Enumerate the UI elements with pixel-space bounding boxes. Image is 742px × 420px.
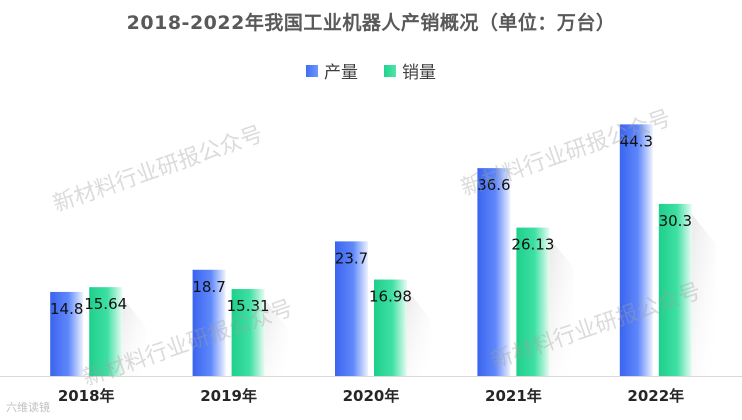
- legend-label-production: 产量: [324, 63, 358, 83]
- bar-shadow: [691, 213, 716, 376]
- bar-production[interactable]: [619, 124, 653, 376]
- footer-logo: 六维读镜: [6, 401, 50, 414]
- data-label: 36.6: [477, 176, 510, 194]
- x-tick-label: 2018年: [58, 387, 115, 405]
- legend-swatch-sales: [384, 64, 396, 77]
- data-label: 14.8: [50, 300, 83, 318]
- bar-production[interactable]: [50, 291, 84, 376]
- data-label: 26.13: [511, 236, 554, 254]
- bar-shadow: [264, 299, 289, 376]
- legend-label-sales: 销量: [402, 63, 436, 83]
- data-label: 18.7: [192, 278, 225, 296]
- x-tick-label: 2021年: [485, 387, 542, 405]
- bar-shadow: [549, 237, 574, 376]
- x-tick-label: 2022年: [627, 387, 684, 405]
- bar-production[interactable]: [192, 269, 226, 376]
- data-label: 16.98: [369, 288, 412, 306]
- bars: [50, 124, 692, 376]
- data-labels: 14.8 15.64 18.715.31 23.7 16.98 36.6 26.13 44.3…: [50, 132, 692, 318]
- x-tick-label: 2020年: [343, 387, 400, 405]
- data-label: 44.3: [620, 132, 653, 150]
- legend-item-production[interactable]: 产量: [306, 58, 358, 83]
- bar-sales[interactable]: [89, 287, 123, 376]
- legend-swatch-production: [306, 64, 318, 77]
- chart-title: 2018-2022年我国工业机器人产销概况（单位：万台）: [126, 12, 616, 34]
- legend-item-sales[interactable]: 销量: [384, 58, 436, 83]
- data-label: 15.31: [227, 297, 270, 315]
- bar-shadow: [122, 297, 147, 376]
- bar-production[interactable]: [477, 168, 511, 376]
- x-tick-label: 2019年: [200, 387, 257, 405]
- bar-sales[interactable]: [374, 279, 407, 376]
- bar-shadows: [122, 213, 716, 376]
- bar-sales[interactable]: [658, 203, 692, 376]
- data-label: 23.7: [335, 249, 368, 267]
- bar-sales[interactable]: [516, 227, 550, 376]
- bar-sales[interactable]: [231, 289, 265, 376]
- legend: 产量 销量: [0, 58, 742, 83]
- bar-shadow: [407, 289, 431, 376]
- data-label: 30.3: [659, 212, 692, 230]
- x-tick-labels: 2018年 2019年 2020年 2021年 2022年: [58, 387, 684, 405]
- data-label: 15.64: [84, 295, 127, 313]
- bar-production[interactable]: [335, 241, 368, 376]
